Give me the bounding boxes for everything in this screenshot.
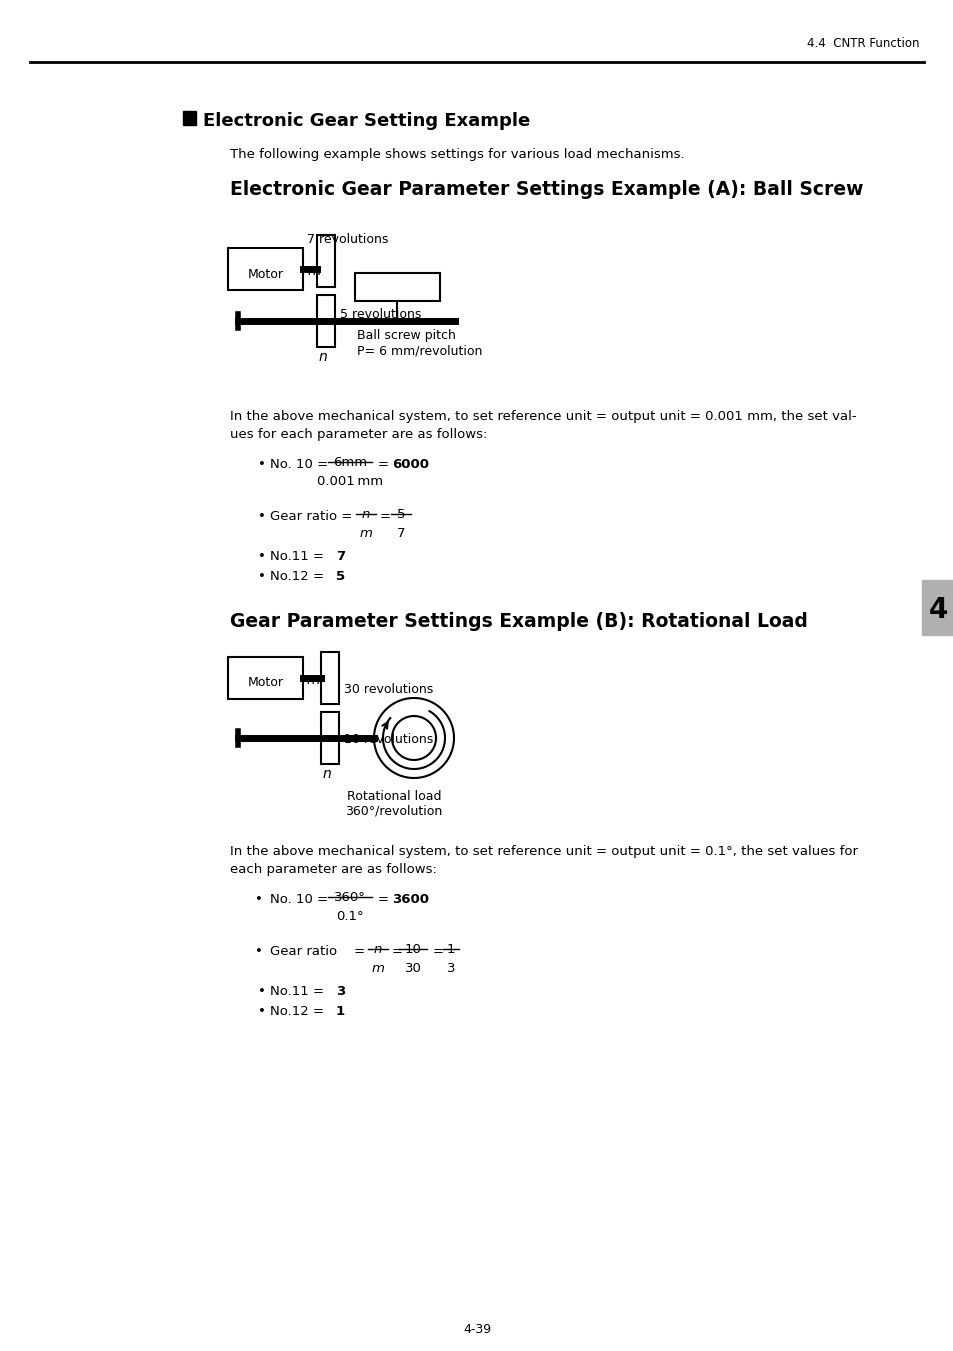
Text: No. 10 =: No. 10 = <box>270 458 328 471</box>
Bar <box>228 657 303 698</box>
Text: Rotational load: Rotational load <box>346 790 441 802</box>
Text: 360°/revolution: 360°/revolution <box>345 805 442 817</box>
Text: 3: 3 <box>446 962 455 975</box>
Text: •: • <box>257 570 266 584</box>
Text: 3600: 3600 <box>392 893 429 907</box>
Bar <box>316 235 335 286</box>
Bar <box>316 295 335 347</box>
Text: 4: 4 <box>927 597 946 624</box>
Bar <box>320 712 338 765</box>
Text: In the above mechanical system, to set reference unit = output unit = 0.1°, the : In the above mechanical system, to set r… <box>230 844 857 858</box>
Text: 4.4  CNTR Function: 4.4 CNTR Function <box>806 36 919 50</box>
Bar <box>320 653 338 704</box>
Text: ues for each parameter are as follows:: ues for each parameter are as follows: <box>230 428 487 440</box>
Text: Motor: Motor <box>247 677 283 689</box>
Text: Electronic Gear Setting Example: Electronic Gear Setting Example <box>203 112 530 130</box>
Text: m: m <box>308 263 321 278</box>
Text: 0.1°: 0.1° <box>335 911 363 923</box>
Text: 360°: 360° <box>334 892 366 904</box>
Text: Gear ratio =: Gear ratio = <box>270 509 352 523</box>
Text: n: n <box>374 943 382 957</box>
Bar <box>921 580 953 635</box>
Text: No.12 =: No.12 = <box>270 570 324 584</box>
Text: 5: 5 <box>396 508 405 521</box>
Text: 1: 1 <box>335 1005 345 1019</box>
Text: No.11 =: No.11 = <box>270 985 324 998</box>
Text: No. 10 =: No. 10 = <box>270 893 328 907</box>
Text: •: • <box>257 985 266 998</box>
Text: 7 revolutions: 7 revolutions <box>307 232 388 246</box>
Text: The following example shows settings for various load mechanisms.: The following example shows settings for… <box>230 149 684 161</box>
Text: Electronic Gear Parameter Settings Example (A): Ball Screw: Electronic Gear Parameter Settings Examp… <box>230 180 862 199</box>
Text: 4-39: 4-39 <box>462 1323 491 1336</box>
Text: No.12 =: No.12 = <box>270 1005 324 1019</box>
Text: Motor: Motor <box>247 267 283 281</box>
Bar <box>228 249 303 290</box>
Text: =: = <box>433 944 443 958</box>
Text: 5: 5 <box>335 570 345 584</box>
Text: n: n <box>361 508 370 521</box>
Text: 7: 7 <box>335 550 345 563</box>
Text: =: = <box>379 509 391 523</box>
Text: Gear ratio    =: Gear ratio = <box>270 944 365 958</box>
Text: 6000: 6000 <box>392 458 429 471</box>
Text: Gear Parameter Settings Example (B): Rotational Load: Gear Parameter Settings Example (B): Rot… <box>230 612 807 631</box>
Text: m: m <box>371 962 384 975</box>
Text: •: • <box>254 893 263 907</box>
Text: 7: 7 <box>396 527 405 540</box>
Text: P= 6 mm/revolution: P= 6 mm/revolution <box>356 345 482 357</box>
Text: 10: 10 <box>404 943 421 957</box>
Text: each parameter are as follows:: each parameter are as follows: <box>230 863 436 875</box>
Text: 1: 1 <box>446 943 455 957</box>
Text: •: • <box>254 944 263 958</box>
Text: •: • <box>257 1005 266 1019</box>
Text: 30: 30 <box>404 962 421 975</box>
Text: 5 revolutions: 5 revolutions <box>339 308 421 322</box>
Text: •: • <box>257 458 266 471</box>
Text: =: = <box>377 458 393 471</box>
Text: Ball screw pitch: Ball screw pitch <box>356 330 456 342</box>
Text: m: m <box>307 673 320 688</box>
Text: 10 revolutions: 10 revolutions <box>344 734 433 746</box>
Text: n: n <box>318 350 328 363</box>
Text: m: m <box>359 527 372 540</box>
Text: n: n <box>323 767 332 781</box>
Text: 30 revolutions: 30 revolutions <box>344 684 433 696</box>
Text: No.11 =: No.11 = <box>270 550 324 563</box>
Text: •: • <box>257 509 266 523</box>
Text: =: = <box>377 893 393 907</box>
Text: •: • <box>257 550 266 563</box>
Text: 0.001 mm: 0.001 mm <box>316 476 383 488</box>
Bar <box>355 273 439 301</box>
Text: 3: 3 <box>335 985 345 998</box>
Text: =: = <box>392 944 402 958</box>
Bar <box>183 111 195 126</box>
Text: 6mm: 6mm <box>333 457 367 469</box>
Text: In the above mechanical system, to set reference unit = output unit = 0.001 mm, : In the above mechanical system, to set r… <box>230 409 856 423</box>
